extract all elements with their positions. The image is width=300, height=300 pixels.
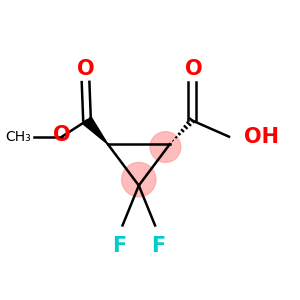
Text: F: F bbox=[112, 236, 127, 256]
Text: OH: OH bbox=[244, 127, 279, 147]
Circle shape bbox=[150, 132, 181, 162]
Circle shape bbox=[122, 162, 156, 197]
Text: O: O bbox=[185, 59, 202, 79]
Polygon shape bbox=[83, 117, 108, 144]
Text: O: O bbox=[77, 59, 94, 79]
Text: F: F bbox=[151, 236, 165, 256]
Text: CH₃: CH₃ bbox=[5, 130, 31, 144]
Text: O: O bbox=[53, 125, 71, 145]
